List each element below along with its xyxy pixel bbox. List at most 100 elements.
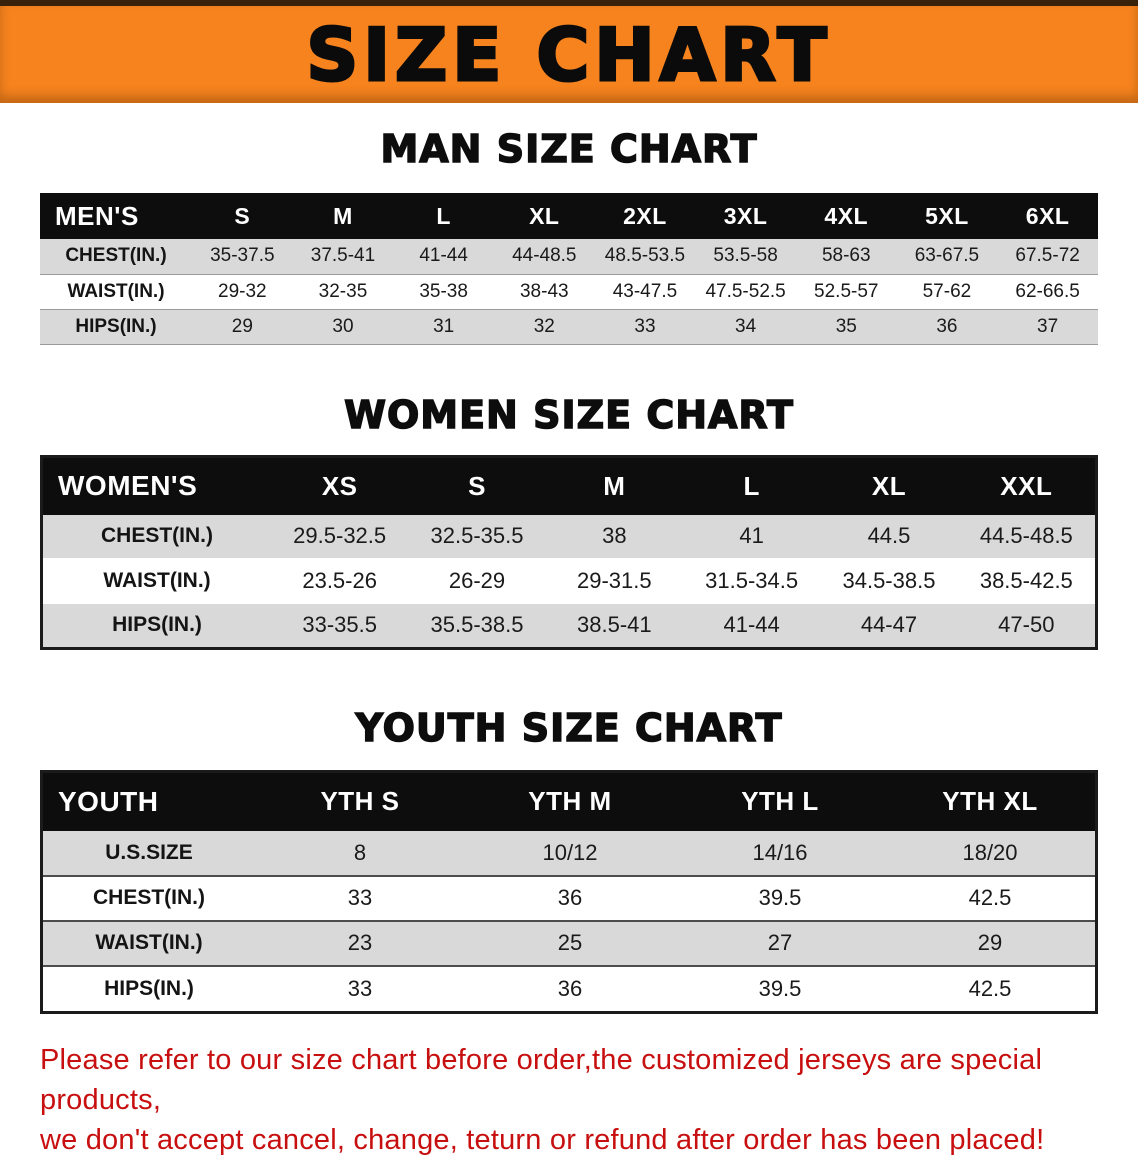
size-column-header: 2XL [594, 193, 696, 239]
measurement-label: HIPS(IN.) [104, 976, 194, 1000]
size-value-cell: 37 [1037, 315, 1059, 337]
size-value-cell: 38-43 [519, 280, 569, 302]
disclaimer-line-2: we don't accept cancel, change, teturn o… [40, 1123, 1045, 1156]
table-title-cell: WOMEN'S [43, 457, 271, 515]
size-value-cell: 27 [767, 930, 793, 955]
size-value-cell: 41 [739, 523, 764, 548]
measurement-label: CHEST(IN.) [93, 886, 205, 909]
size-value-cell: 33 [634, 315, 656, 337]
measurement-label: CHEST(IN.) [65, 245, 167, 267]
size-column-header: XS [271, 457, 409, 515]
men-table-frame: MEN'S S M L XL 2XL 3XL 4XL 5XL 6XL CHEST(IN.) 35-37… [40, 193, 1098, 345]
size-value-cell: 37.5-41 [310, 245, 376, 267]
youth-table-frame: YOUTH YTH S YTH M YTH L YTH XL U.S.SIZE 8 10/12… [40, 769, 1098, 1014]
measurement-label: HIPS(IN.) [112, 613, 202, 636]
women-size-table: WOMEN'S XS S M L XL XXL CHEST(IN.) 29.5-32.5 32.5… [43, 457, 1095, 647]
size-value-cell: 53.5-58 [713, 245, 778, 267]
size-value-cell: 48.5-53.5 [604, 245, 686, 267]
size-value-cell: 33 [347, 975, 373, 1001]
size-column-header: L [393, 193, 494, 239]
size-value-cell: 39.5 [758, 975, 802, 1001]
size-value-cell: 63-67.5 [914, 245, 980, 267]
women-table-frame: WOMEN'S XS S M L XL XXL CHEST(IN.) 29.5-32.5 32.5… [40, 454, 1098, 650]
size-value-cell: 34 [735, 315, 757, 337]
size-value-cell: 43-47.5 [612, 280, 678, 302]
size-column-header: 6XL [997, 193, 1098, 239]
size-value-cell: 58-63 [821, 245, 871, 267]
size-value-cell: 8 [353, 839, 367, 865]
size-value-cell: 26-29 [448, 567, 506, 593]
measurement-label: HIPS(IN.) [75, 315, 157, 337]
men-size-table: MEN'S S M L XL 2XL 3XL 4XL 5XL 6XL CHEST(IN.) 35-37… [40, 193, 1098, 345]
measurement-row: WAIST(IN.) 23.5-26 26-29 29-31.5 31.5-34.5 34… [43, 558, 1095, 603]
size-value-cell: 36 [936, 315, 958, 337]
size-value-cell: 18/20 [962, 839, 1018, 865]
size-value-cell: 32 [533, 315, 555, 337]
men-section-heading: MAN SIZE CHART [380, 126, 758, 172]
size-value-cell: 31.5-34.5 [705, 567, 799, 593]
size-value-cell: 44.5-48.5 [979, 523, 1073, 548]
measurement-row: WAIST(IN.) 29-32 32-35 35-38 38-43 43-47.5 47.… [40, 274, 1098, 309]
size-value-cell: 29-32 [218, 280, 267, 302]
measurement-row: HIPS(IN.) 29 30 31 32 33 34 35 36 37 [40, 309, 1098, 344]
banner: SIZE CHART [0, 0, 1138, 103]
size-header-row: MEN'S S M L XL 2XL 3XL 4XL 5XL 6XL [40, 193, 1098, 239]
measurement-label: WAIST(IN.) [67, 280, 165, 302]
women-size-section: WOMEN SIZE CHART WOMEN'S XS S M L XL XXL CHEST(… [0, 392, 1138, 650]
size-value-cell: 25 [557, 930, 583, 955]
size-value-cell: 35-37.5 [210, 245, 275, 267]
size-column-header: YTH L [675, 772, 885, 831]
size-value-cell: 35-38 [419, 280, 468, 302]
size-value-cell: 29-31.5 [577, 567, 652, 593]
size-value-cell: 30 [332, 315, 354, 337]
size-value-cell: 42.5 [968, 975, 1012, 1001]
measurement-row: HIPS(IN.) 33-35.5 35.5-38.5 38.5-41 41-44 44-… [43, 602, 1095, 647]
measurement-label: U.S.SIZE [105, 840, 193, 864]
youth-section-heading: YOUTH SIZE CHART [355, 705, 783, 751]
page-title: SIZE CHART [305, 12, 832, 97]
size-column-header: S [192, 193, 293, 239]
size-value-cell: 42.5 [968, 885, 1012, 910]
size-value-cell: 52.5-57 [814, 280, 879, 302]
size-column-header: YTH M [465, 772, 675, 831]
measurement-label: CHEST(IN.) [101, 524, 213, 547]
size-value-cell: 44.5 [867, 523, 911, 548]
measurement-row: CHEST(IN.) 29.5-32.5 32.5-35.5 38 41 44.5 44.5… [43, 514, 1095, 559]
size-value-cell: 38 [602, 523, 627, 548]
measurement-label: WAIST(IN.) [103, 568, 211, 592]
disclaimer-line-1: Please refer to our size chart before or… [40, 1043, 1043, 1116]
youth-size-section: YOUTH SIZE CHART YOUTH YTH S YTH M YTH L YTH… [0, 705, 1138, 1014]
size-value-cell: 62-66.5 [1015, 280, 1080, 302]
size-value-cell: 34.5-38.5 [842, 567, 936, 593]
size-value-cell: 57-62 [922, 280, 972, 302]
measurement-label: WAIST(IN.) [95, 931, 203, 954]
men-size-section: MAN SIZE CHART MEN'S S M L XL 2XL 3XL 4XL 5XL 6XL… [0, 126, 1138, 345]
size-value-cell: 29 [231, 315, 253, 337]
youth-size-table: YOUTH YTH S YTH M YTH L YTH XL U.S.SIZE 8 10/12… [43, 772, 1095, 1011]
measurement-row: CHEST(IN.) 33 36 39.5 42.5 [43, 875, 1095, 921]
table-title-cell: YOUTH [43, 772, 255, 831]
disclaimer: Please refer to our size chart before or… [40, 1040, 1098, 1160]
size-value-cell: 33-35.5 [302, 612, 377, 637]
size-value-cell: 23 [347, 930, 373, 955]
size-column-header: 3XL [695, 193, 796, 239]
size-value-cell: 67.5-72 [1015, 245, 1080, 267]
size-value-cell: 44-48.5 [512, 245, 577, 267]
size-value-cell: 41-44 [419, 245, 468, 267]
size-value-cell: 35 [835, 315, 857, 337]
size-value-cell: 32.5-35.5 [430, 523, 524, 548]
size-column-header: XXL [957, 457, 1095, 515]
size-value-cell: 29 [977, 930, 1003, 955]
size-column-header: L [682, 457, 821, 515]
size-value-cell: 39.5 [758, 885, 802, 910]
size-column-header: 5XL [896, 193, 998, 239]
size-value-cell: 36 [557, 975, 583, 1001]
size-value-cell: 47.5-52.5 [705, 280, 786, 302]
size-column-header: XL [493, 193, 595, 239]
measurement-row: WAIST(IN.) 23 25 27 29 [43, 920, 1095, 966]
size-value-cell: 47-50 [998, 612, 1055, 637]
measurement-row: CHEST(IN.) 35-37.5 37.5-41 41-44 44-48.5 48.5… [40, 239, 1098, 274]
size-column-header: YTH XL [885, 772, 1095, 831]
size-value-cell: 33 [347, 885, 373, 910]
